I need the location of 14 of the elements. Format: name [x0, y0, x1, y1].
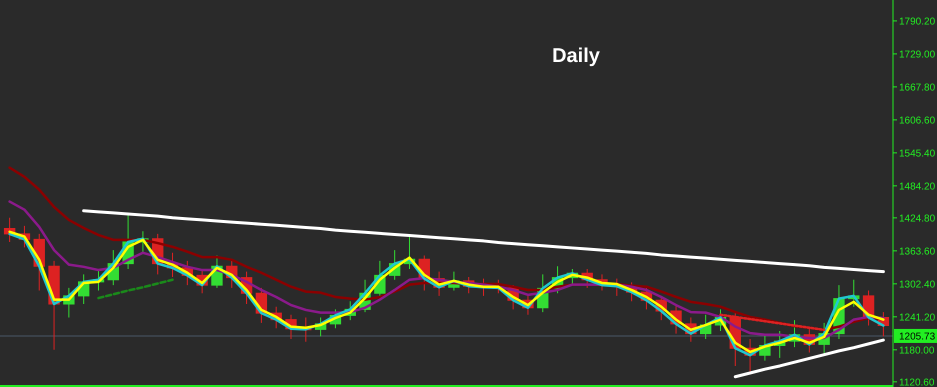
y-tick-label: 1363.60	[899, 246, 936, 258]
y-tick-label: 1484.20	[899, 181, 936, 192]
y-tick-label: 1606.60	[899, 115, 936, 126]
y-tick-label: 1667.80	[899, 82, 936, 94]
y-tick-label: 1545.40	[899, 148, 936, 160]
text: Daily	[552, 45, 601, 67]
ref-line-label: 1205.73	[899, 331, 936, 342]
y-tick-label: 1302.40	[899, 279, 936, 290]
y-tick-label: 1424.80	[899, 213, 936, 224]
y-tick-label: 1729.00	[899, 49, 936, 60]
y-tick-label: 1790.20	[899, 16, 936, 28]
y-tick-label: 1241.20	[899, 312, 936, 324]
y-tick-label: 1120.60	[899, 377, 935, 387]
y-tick-label: 1180.00	[899, 345, 935, 356]
